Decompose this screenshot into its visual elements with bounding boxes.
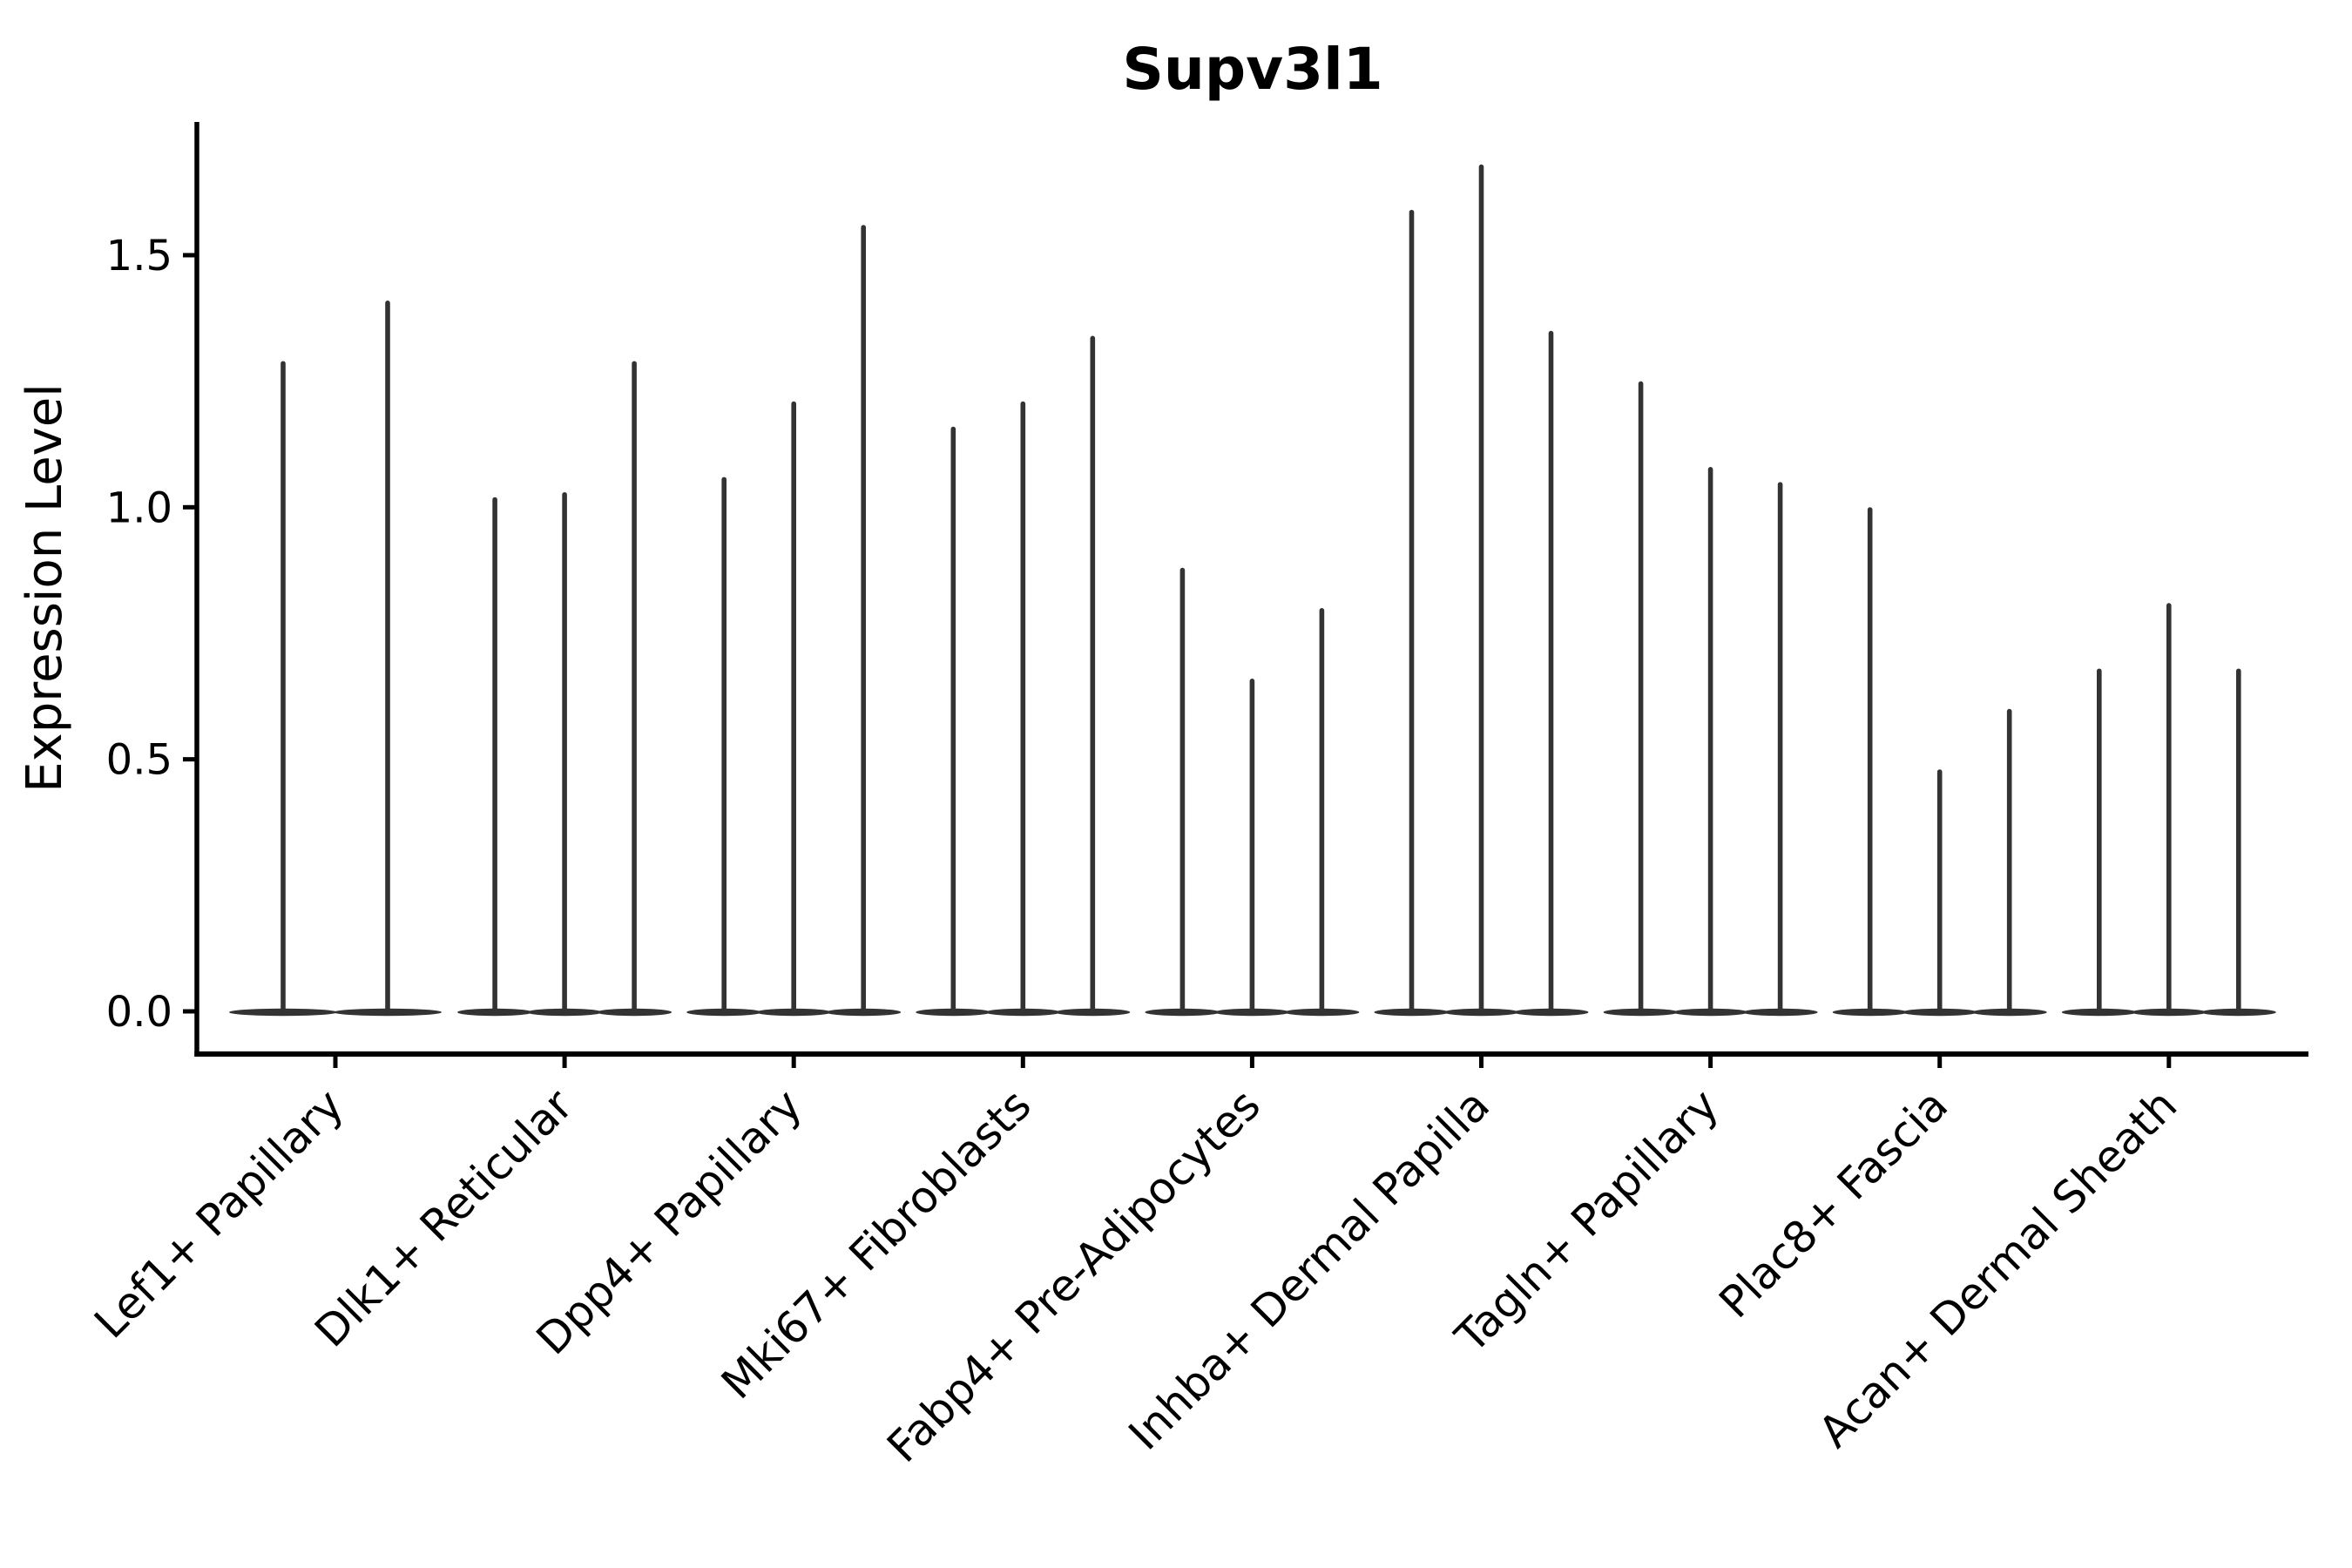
violins-layer [229,164,2276,1017]
violin-spike [1777,482,1783,1014]
violin-group [916,335,1131,1017]
violin-group [229,301,442,1017]
y-tick-label: 0.5 [106,736,172,785]
violin-spike [2097,668,2102,1014]
violin-spike [492,497,497,1014]
violin-spike [562,491,567,1014]
violin-spike [1936,769,1943,1014]
violin-spike [1179,567,1186,1014]
violin-group [686,225,902,1017]
violin-spike [1638,381,1644,1014]
violin-spike [721,476,727,1014]
violin-spike [791,401,796,1014]
violin-spike [2006,708,2012,1014]
x-tick-label: Fabp4+ Pre-Adipocytes [877,1079,1270,1472]
violin-group [1145,567,1360,1017]
violin-spike [1707,467,1713,1014]
violin-group [457,361,672,1017]
violin-spike [1867,507,1873,1014]
violin-spike [950,426,956,1014]
violin-spike [280,361,286,1014]
violin-spike [1249,679,1255,1014]
violin-spike [2166,603,2172,1014]
violin-spike [632,361,637,1014]
violin-spike [1409,209,1415,1014]
violin-spike [1020,401,1026,1014]
x-tick-label: Plac8+ Fascia [1709,1079,1957,1328]
chart-title: Supv3l1 [1122,36,1382,103]
axes-layer [183,122,2308,1068]
x-tick-label: Lef1+ Papillary [84,1079,353,1348]
y-axis-label: Expression Level [17,383,73,793]
violin-group [1603,381,1818,1017]
violin-group [1374,164,1589,1017]
violin-spike [1478,164,1484,1014]
violin-group [1832,507,2047,1017]
violin-spike [861,225,866,1014]
violin-group [2061,603,2276,1017]
violin-spike [385,301,390,1015]
violin-spike [2236,668,2241,1014]
y-tick-label: 0.0 [106,988,172,1037]
y-tick-label: 1.5 [106,232,172,280]
y-tick-label: 1.0 [106,483,172,532]
violin-spike [1090,335,1096,1014]
violin-spike [1319,608,1325,1014]
violin-spike [1548,330,1554,1014]
